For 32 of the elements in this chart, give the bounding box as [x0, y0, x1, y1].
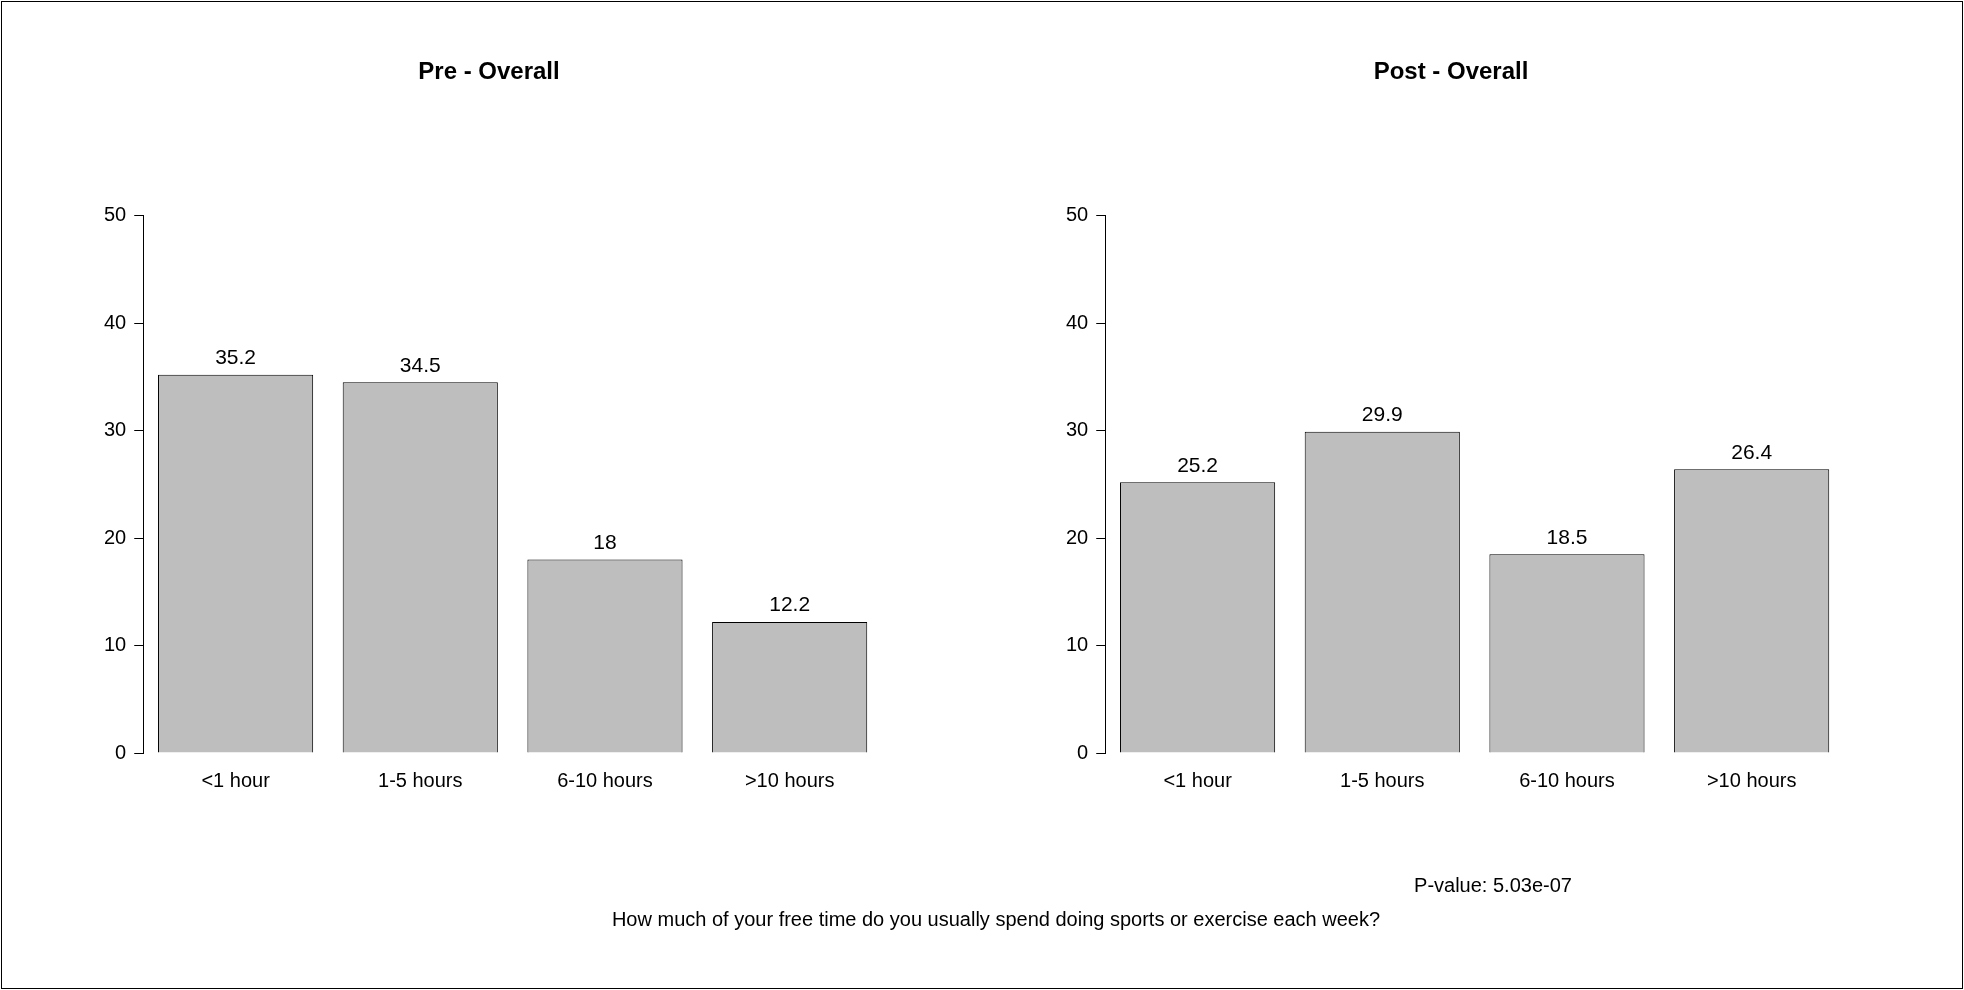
- y-tick-label: 40: [1066, 310, 1089, 333]
- x-tick-label: 6-10 hours: [1519, 768, 1615, 791]
- y-tick-label: 50: [104, 203, 127, 226]
- chart-title: Pre - Overall: [418, 57, 560, 85]
- data-label: 34.5: [399, 352, 441, 376]
- data-label: 12.2: [769, 592, 811, 616]
- data-label: 35.2: [215, 345, 257, 369]
- y-tick-label: 20: [1066, 525, 1089, 548]
- data-label: 26.4: [1731, 439, 1773, 463]
- y-tick-label: 50: [1066, 203, 1089, 226]
- y-tick-label: 10: [1066, 633, 1089, 656]
- x-tick-label: <1 hour: [1163, 768, 1233, 791]
- x-tick-label: >10 hours: [744, 768, 835, 791]
- y-tick-label: 30: [104, 418, 127, 441]
- text: P-value: 5.03e-07: [1414, 874, 1572, 897]
- data-label: 18: [593, 529, 617, 553]
- x-tick-label: <1 hour: [201, 768, 271, 791]
- y-tick-label: 0: [115, 740, 127, 763]
- y-tick-label: 0: [1077, 740, 1089, 763]
- y-tick-label: 20: [104, 525, 127, 548]
- text: How much of your free time do you usually spend doing sports or exercise each week?: [611, 908, 1381, 931]
- y-tick-label: 30: [1066, 418, 1089, 441]
- y-tick-label: 10: [104, 633, 127, 656]
- data-label: 18.5: [1546, 524, 1588, 548]
- y-tick-label: 40: [104, 310, 127, 333]
- x-tick-label: 6-10 hours: [557, 768, 653, 791]
- chart-title: Post - Overall: [1373, 57, 1529, 85]
- x-tick-label: 1-5 hours: [1340, 768, 1425, 791]
- x-tick-label: 1-5 hours: [378, 768, 463, 791]
- x-tick-label: >10 hours: [1706, 768, 1797, 791]
- data-label: 29.9: [1361, 402, 1403, 426]
- data-label: 25.2: [1177, 452, 1219, 476]
